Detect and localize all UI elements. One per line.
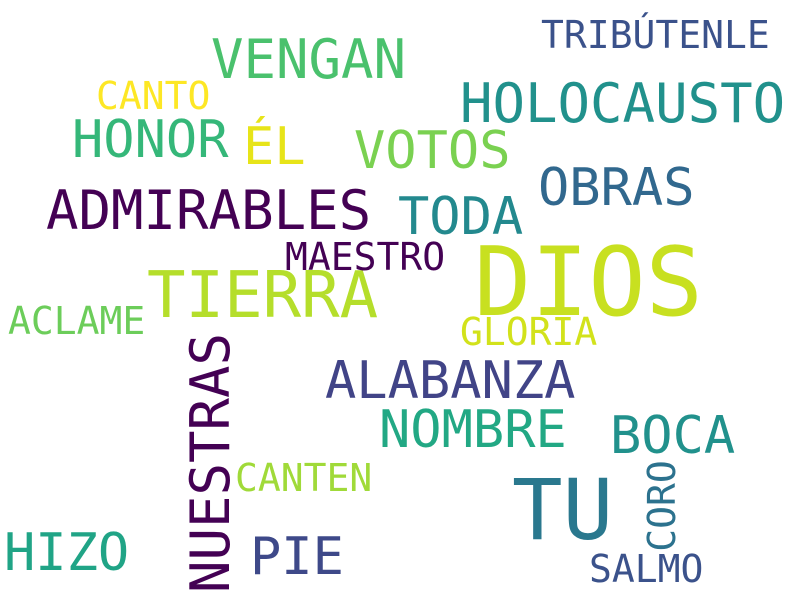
word-vengan: VENGAN [211, 28, 407, 91]
word-tributenle: TRIBÚTENLE [541, 13, 770, 57]
word-gloria: GLORIA [460, 310, 598, 354]
word-coro: CORO [640, 460, 684, 552]
word-el: ÉL [243, 117, 306, 177]
word-nombre: NOMBRE [379, 400, 567, 460]
word-holocausto: HOLOCAUSTO [460, 72, 786, 135]
word-honor: HONOR [72, 110, 229, 170]
word-pie: PIE [250, 527, 344, 587]
word-aclame: ACLAME [8, 299, 146, 343]
word-dios: DIOS [474, 228, 703, 338]
word-salmo: SALMO [589, 547, 704, 591]
word-toda: TODA [398, 187, 524, 247]
word-canto: CANTO [96, 74, 211, 118]
word-nuestras: NUESTRAS [179, 332, 242, 594]
word-tierra: TIERRA [147, 259, 379, 333]
word-maestro: MAESTRO [285, 235, 446, 279]
word-admirables: ADMIRABLES [46, 179, 372, 242]
word-boca: BOCA [610, 406, 736, 466]
word-tu: TU [512, 461, 614, 559]
word-alabanza: ALABANZA [325, 351, 576, 411]
word-obras: OBRAS [538, 158, 695, 218]
word-votos: VOTOS [354, 121, 511, 181]
word-canten: CANTEN [235, 456, 373, 500]
word-hizo: HIZO [4, 523, 130, 583]
